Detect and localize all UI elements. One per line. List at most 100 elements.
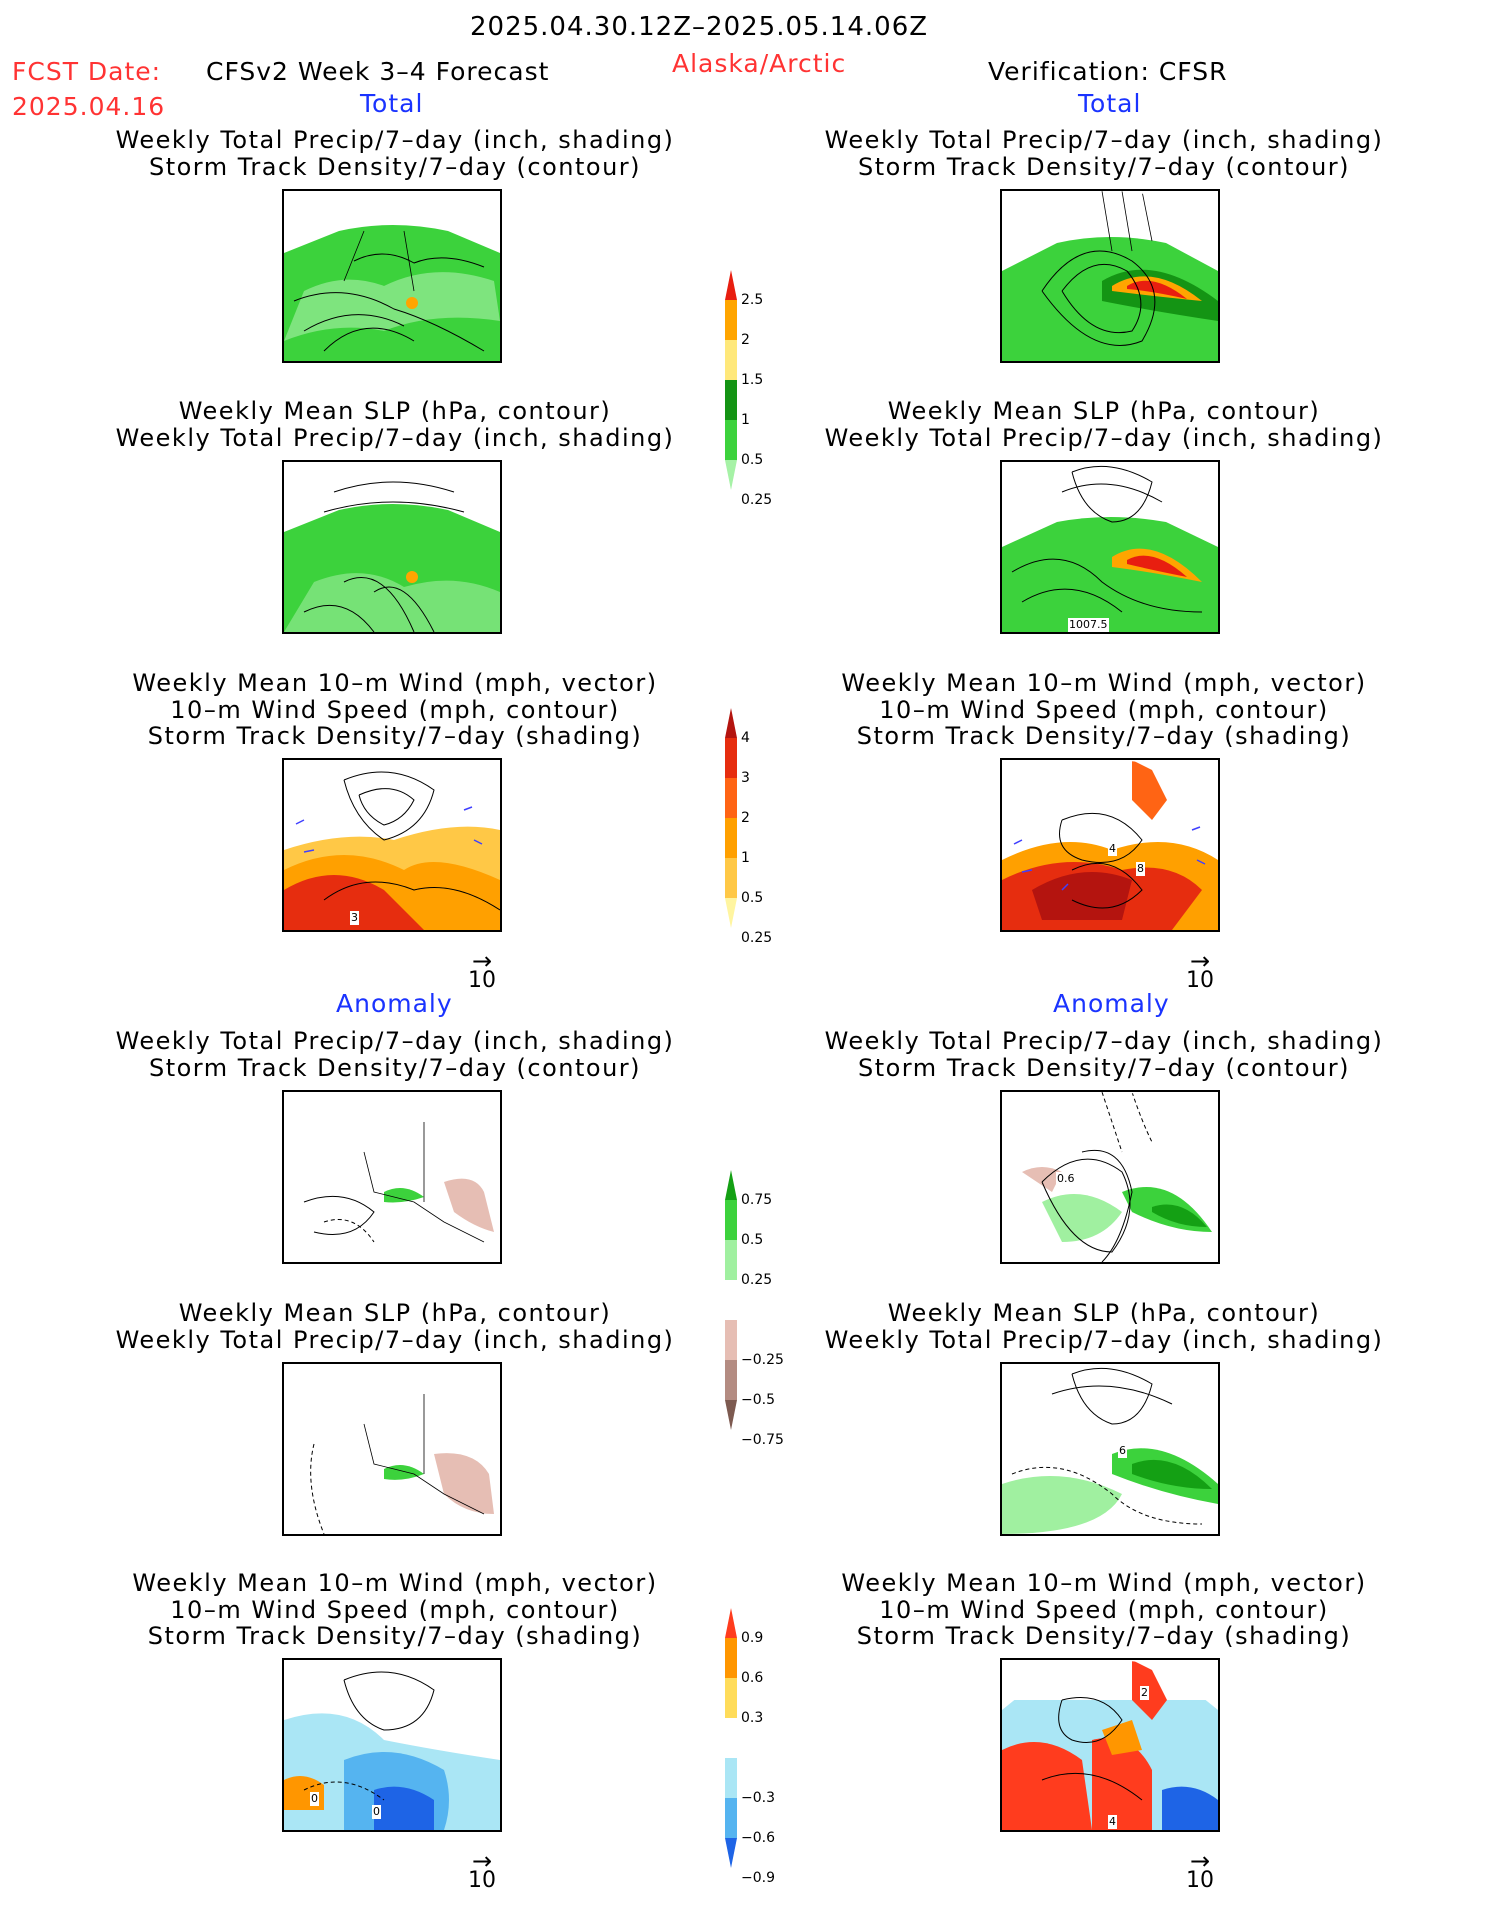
colorbar-segment (725, 1798, 737, 1838)
map-label-slp-anom-right: 6 (1118, 1444, 1127, 1458)
verification-title: Verification: CFSR (988, 57, 1228, 86)
colorbar-tick-label: −0.9 (741, 1870, 775, 1886)
colorbar-tick-label: 0.75 (741, 1192, 773, 1208)
colorbar-segment (725, 1280, 737, 1320)
colorbar-bottom-tip (725, 460, 737, 490)
colorbar-tick-label: −0.6 (741, 1830, 775, 1846)
colorbar-tick-label: −0.75 (741, 1432, 784, 1448)
map-right-total-wind-storm: 4 8 (1000, 758, 1220, 932)
title-left-anom-1: Weekly Total Precip/7–day (inch, shading… (115, 1027, 675, 1082)
section-anomaly-right: Anomaly (1053, 989, 1170, 1018)
title-left-total-1: Weekly Total Precip/7–day (inch, shading… (115, 126, 675, 181)
colorbar-tick-label: 0.25 (741, 930, 773, 946)
map-right-total-precip-storm (1000, 189, 1220, 363)
title-left-anom-2: Weekly Mean SLP (hPa, contour) Weekly Tot… (115, 1299, 675, 1354)
colorbar-svg-precip_anomaly (725, 1170, 737, 1430)
colorbar-segment (725, 818, 737, 858)
colorbar-tick-label: 1.5 (741, 372, 764, 388)
colorbar-tick-label: 2 (741, 332, 750, 348)
map-right-total-slp-precip: 1007.5 (1000, 460, 1220, 634)
section-total-left: Total (360, 89, 424, 118)
colorbar-segment (725, 380, 737, 420)
map-right-anom-precip-storm: 0.6 (1000, 1090, 1220, 1264)
colorbar-segment (725, 858, 737, 898)
colorbar-tick-label: 0.25 (741, 1272, 773, 1288)
colorbar-top-tip (725, 1608, 737, 1638)
colorbar-segment (725, 1240, 737, 1280)
colorbar-storm-anomaly: 0.9 0.6 0.3 −0.3 −0.6 −0.9 (722, 1608, 782, 1898)
title-left-anom-3: Weekly Mean 10–m Wind (mph, vector) 10–m … (132, 1569, 658, 1650)
colorbar-segment (725, 1360, 737, 1400)
map-left-anom-precip-storm (282, 1090, 502, 1264)
colorbar-segment (725, 340, 737, 380)
title-left-total-2: Weekly Mean SLP (hPa, contour) Weekly Tot… (115, 397, 675, 452)
colorbar-segment (725, 1638, 737, 1678)
colorbar-tick-label: 3 (741, 770, 750, 786)
colorbar-tick-label: 0.5 (741, 890, 764, 906)
map-label-slp-total-right: 1007.5 (1068, 618, 1109, 632)
colorbar-tick-label: 2.5 (741, 292, 764, 308)
colorbar-tick-label: 1 (741, 850, 750, 866)
section-anomaly-left: Anomaly (336, 989, 453, 1018)
map-label-wind-total-right-b: 8 (1136, 862, 1145, 876)
title-right-total-2: Weekly Mean SLP (hPa, contour) Weekly Tot… (824, 397, 1384, 452)
colorbar-segment (725, 1718, 737, 1758)
colorbar-bottom-tip (725, 898, 737, 928)
colorbar-tick-label: −0.3 (741, 1790, 775, 1806)
colorbar-segment (725, 1678, 737, 1718)
colorbar-tick-label: 0.5 (741, 1232, 764, 1248)
colorbar-bottom-tip (725, 1400, 737, 1430)
map-left-anom-slp-precip (282, 1362, 502, 1536)
title-right-anom-3: Weekly Mean 10–m Wind (mph, vector) 10–m … (841, 1569, 1367, 1650)
colorbar-segment (725, 300, 737, 340)
colorbar-segment (725, 778, 737, 818)
map-label-wind-total-right-a: 4 (1108, 842, 1117, 856)
colorbar-tick-label: 0.25 (741, 492, 773, 508)
colorbar-tick-label: 0.9 (741, 1630, 764, 1646)
map-left-anom-wind-storm: 0 0 (282, 1658, 502, 1832)
fcst-date-label: FCST Date: (12, 57, 162, 86)
fcst-date-value: 2025.04.16 (12, 92, 166, 121)
colorbar-segment (725, 1200, 737, 1240)
colorbar-precip-anomaly: 0.75 0.5 0.25 −0.25 −0.5 −0.75 (722, 1170, 784, 1460)
map-label-wind-anom-left-a: 0 (310, 1792, 319, 1806)
colorbar-tick-label: −0.25 (741, 1352, 784, 1368)
map-label-wind-anom-right-b: 4 (1108, 1815, 1117, 1829)
map-label-wind-total-left: 3 (350, 911, 359, 925)
colorbar-segment (725, 1320, 737, 1360)
colorbar-tick-label: 4 (741, 730, 750, 746)
colorbar-svg-precip_total (725, 270, 737, 490)
reference-vector-left-anom: → 10 (468, 1847, 496, 1893)
map-label-precip-anom-right: 0.6 (1056, 1172, 1076, 1186)
colorbar-storm-total: 4 3 2 1 0.5 0.25 (722, 708, 782, 998)
colorbar-tick-label: 0.6 (741, 1670, 764, 1686)
colorbar-tick-label: 2 (741, 810, 750, 826)
colorbar-svg-storm_total (725, 708, 737, 928)
colorbar-tick-label: 0.5 (741, 452, 764, 468)
title-right-total-3: Weekly Mean 10–m Wind (mph, vector) 10–m … (841, 669, 1367, 750)
colorbar-segment (725, 1758, 737, 1798)
colorbar-tick-label: 1 (741, 412, 750, 428)
title-right-total-1: Weekly Total Precip/7–day (inch, shading… (824, 126, 1384, 181)
reference-vector-left-total: → 10 (468, 947, 496, 993)
title-right-anom-1: Weekly Total Precip/7–day (inch, shading… (824, 1027, 1384, 1082)
map-right-anom-slp-precip: 6 (1000, 1362, 1220, 1536)
map-label-wind-anom-right-a: 2 (1140, 1686, 1149, 1700)
map-left-total-wind-storm: 3 (282, 758, 502, 932)
reference-vector-right-total: → 10 (1186, 947, 1214, 993)
colorbar-top-tip (725, 708, 737, 738)
colorbar-segment (725, 738, 737, 778)
map-left-total-precip-storm (282, 189, 502, 363)
map-left-total-slp-precip (282, 460, 502, 634)
colorbar-top-tip (725, 1170, 737, 1200)
model-title: CFSv2 Week 3–4 Forecast (206, 57, 550, 86)
date-range-title: 2025.04.30.12Z–2025.05.14.06Z (470, 12, 929, 42)
colorbar-bottom-tip (725, 1838, 737, 1868)
colorbar-top-tip (725, 270, 737, 300)
map-right-anom-wind-storm: 2 4 (1000, 1658, 1220, 1832)
colorbar-tick-label: 0.3 (741, 1710, 764, 1726)
title-right-anom-2: Weekly Mean SLP (hPa, contour) Weekly Tot… (824, 1299, 1384, 1354)
colorbar-svg-storm_anomaly (725, 1608, 737, 1868)
colorbar-precip-total: 2.5 2 1.5 1 0.5 0.25 (722, 270, 782, 560)
region-title: Alaska/Arctic (672, 49, 847, 78)
